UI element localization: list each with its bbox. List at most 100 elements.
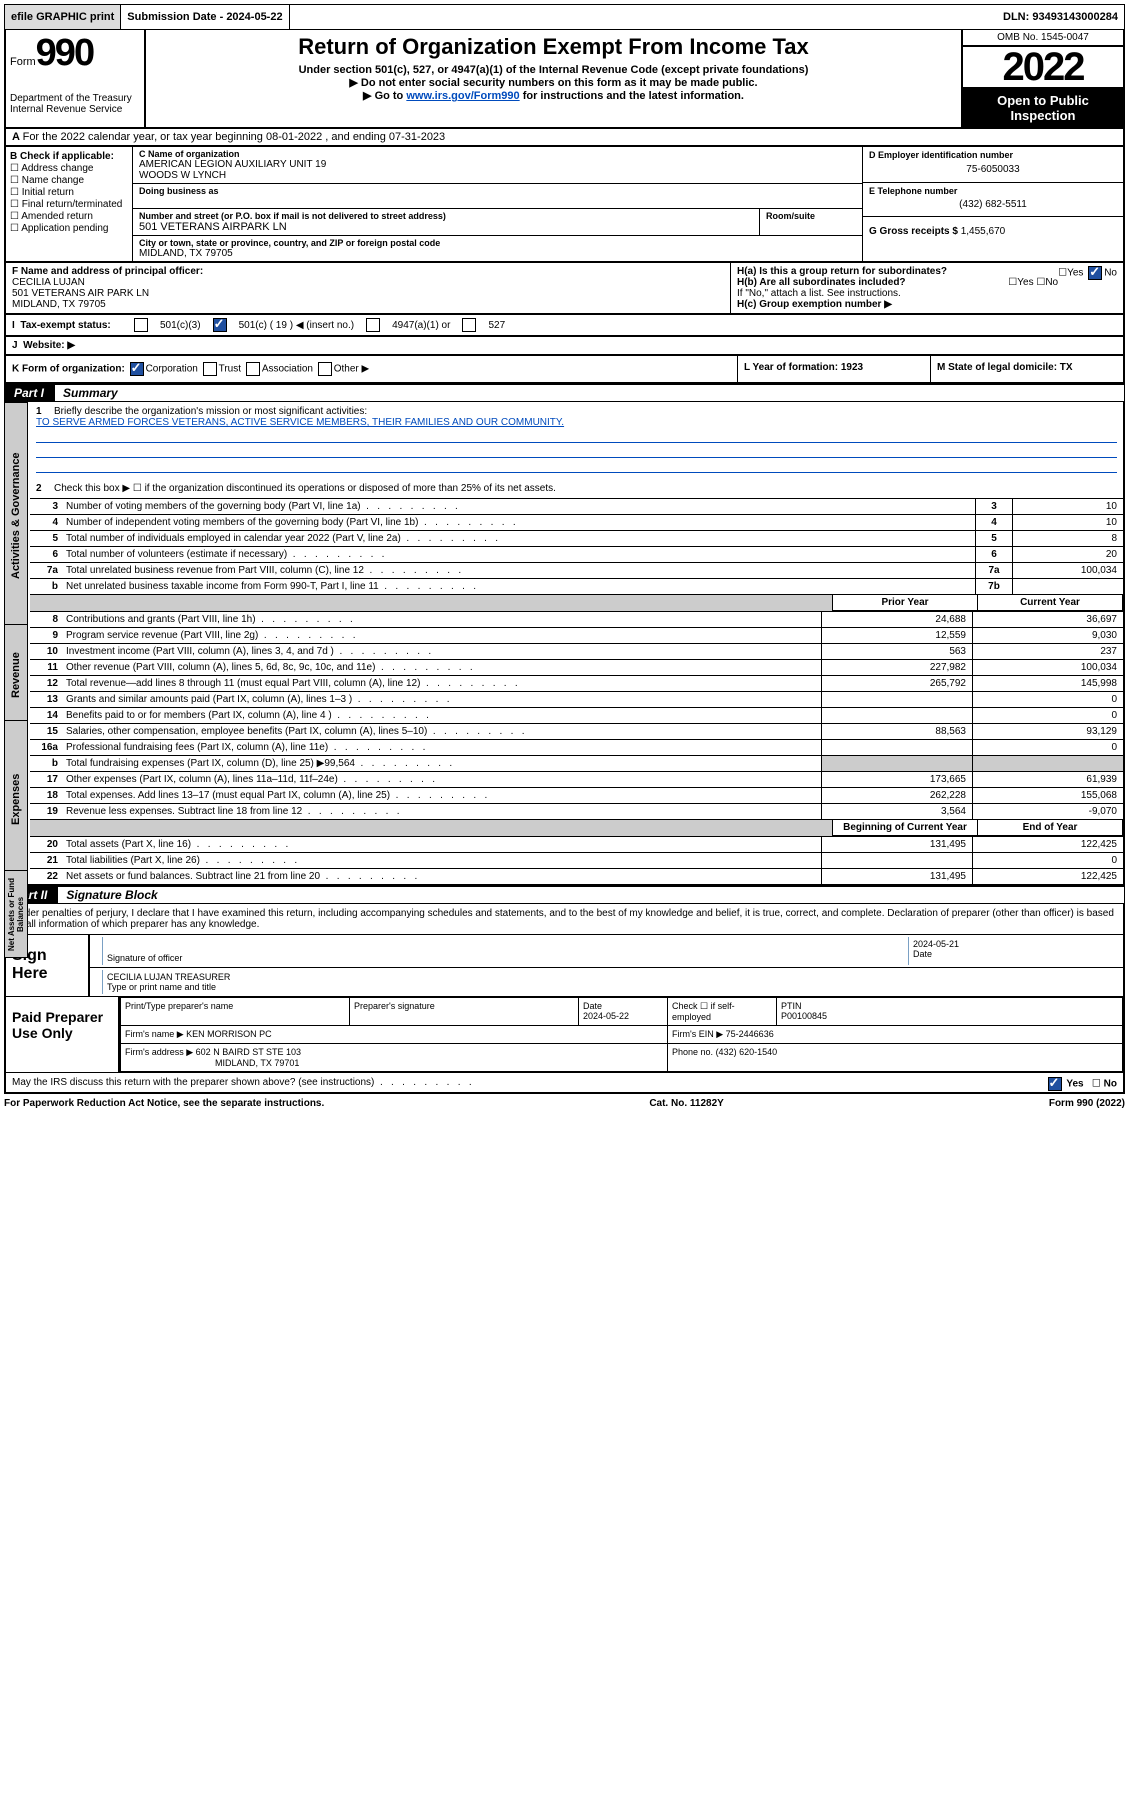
sig-date-value: 2024-05-21	[913, 939, 1113, 949]
chk-corporation[interactable]	[130, 362, 144, 376]
d-ein-label: D Employer identification number	[869, 150, 1117, 160]
tax-year: 2022	[963, 47, 1123, 89]
line1-label: Briefly describe the organization's miss…	[54, 406, 367, 417]
form-number: 990	[36, 32, 93, 75]
chk-other[interactable]	[318, 362, 332, 376]
chk-name-change[interactable]: Name change	[10, 175, 128, 186]
row-j-website: J Website: ▶	[4, 337, 1125, 356]
chk-501c3[interactable]	[134, 318, 148, 332]
b-header: B Check if applicable:	[10, 151, 128, 162]
gross-receipts: 1,455,670	[961, 226, 1006, 237]
vtab-revenue: Revenue	[4, 624, 28, 726]
c-name-label: C Name of organization	[139, 149, 856, 159]
org-address: 501 VETERANS AIRPARK LN	[139, 221, 753, 233]
governance-table: 3Number of voting members of the governi…	[30, 498, 1123, 594]
netassets-table: 20Total assets (Part X, line 16)131,4951…	[30, 836, 1123, 884]
prep-date: 2024-05-22	[583, 1011, 629, 1021]
f-label: F Name and address of principal officer:	[12, 266, 203, 277]
name-title-label: Type or print name and title	[107, 982, 1113, 992]
chk-final-return[interactable]: Final return/terminated	[10, 199, 128, 210]
header-sub3: Go to www.irs.gov/Form990 for instructio…	[152, 89, 955, 102]
officer-addr1: 501 VETERANS AIR PARK LN	[12, 288, 149, 299]
revenue-header-table: Prior YearCurrent Year	[30, 594, 1123, 611]
part1-header: Part I Summary	[4, 384, 1125, 402]
irs-label: Internal Revenue Service	[10, 104, 140, 115]
row-i-tax-status: I Tax-exempt status: 501(c)(3) 501(c) ( …	[4, 315, 1125, 337]
g-gross-label: G Gross receipts $	[869, 226, 958, 237]
footer-catno: Cat. No. 11282Y	[649, 1098, 723, 1109]
firm-phone: (432) 620-1540	[716, 1047, 778, 1057]
chk-application-pending[interactable]: Application pending	[10, 223, 128, 234]
submission-date: Submission Date - 2024-05-22	[121, 5, 289, 29]
top-bar: efile GRAPHIC print Submission Date - 20…	[4, 4, 1125, 30]
chk-initial-return[interactable]: Initial return	[10, 187, 128, 198]
col-beginning: Beginning of Current Year	[833, 820, 978, 836]
vtab-expenses: Expenses	[4, 720, 28, 878]
row-a-tax-year: A For the 2022 calendar year, or tax yea…	[4, 129, 1125, 147]
city-label: City or town, state or province, country…	[139, 238, 856, 248]
hc-label: H(c) Group exemption number ▶	[737, 299, 892, 310]
chk-501c[interactable]	[213, 318, 227, 332]
form990-link[interactable]: www.irs.gov/Form990	[406, 90, 519, 102]
header-sub2: Do not enter social security numbers on …	[152, 76, 955, 89]
irs-yes-checkbox[interactable]	[1048, 1077, 1062, 1091]
prep-self-employed: Check ☐ if self-employed	[668, 998, 777, 1026]
topbar-spacer	[290, 5, 997, 29]
col-current: Current Year	[978, 595, 1123, 611]
netassets-header-table: Beginning of Current YearEnd of Year	[30, 819, 1123, 836]
part1-tag: Part I	[4, 386, 54, 400]
part1-title: Summary	[54, 384, 1125, 402]
sig-date-label: Date	[913, 949, 1113, 959]
col-b-checkboxes: B Check if applicable: Address change Na…	[6, 147, 133, 261]
ptin-value: P00100845	[781, 1011, 827, 1021]
efile-print-button[interactable]: efile GRAPHIC print	[5, 5, 121, 29]
org-name-2: WOODS W LYNCH	[139, 170, 856, 181]
dln-label: DLN: 93493143000284	[997, 5, 1124, 29]
e-phone-label: E Telephone number	[869, 186, 1117, 196]
row-fgh: F Name and address of principal officer:…	[4, 263, 1125, 315]
prep-sig-label: Preparer's signature	[350, 998, 579, 1026]
part2-header: Part II Signature Block	[4, 886, 1125, 904]
room-label: Room/suite	[766, 211, 856, 221]
mission-text: TO SERVE ARMED FORCES VETERANS, ACTIVE S…	[36, 417, 564, 428]
chk-amended-return[interactable]: Amended return	[10, 211, 128, 222]
l-year-formation: L Year of formation: 1923	[737, 356, 930, 382]
header-mid: Return of Organization Exempt From Incom…	[146, 30, 963, 127]
footer-formno: Form 990 (2022)	[1049, 1098, 1125, 1109]
block-bcde: B Check if applicable: Address change Na…	[4, 147, 1125, 263]
chk-527[interactable]	[462, 318, 476, 332]
line2-text: Check this box ▶ ☐ if the organization d…	[54, 483, 556, 494]
paid-preparer-label: Paid Preparer Use Only	[6, 997, 120, 1072]
open-to-public: Open to Public Inspection	[963, 89, 1123, 127]
col-c-org-info: C Name of organization AMERICAN LEGION A…	[133, 147, 863, 261]
may-irs-discuss: May the IRS discuss this return with the…	[12, 1077, 374, 1088]
phone-value: (432) 682-5511	[869, 196, 1117, 213]
ein-value: 75-6050033	[869, 160, 1117, 179]
chk-4947[interactable]	[366, 318, 380, 332]
chk-association[interactable]	[246, 362, 260, 376]
ha-no-checkbox[interactable]	[1088, 266, 1102, 280]
perjury-declaration: Under penalties of perjury, I declare th…	[6, 904, 1123, 934]
m-state-domicile: M State of legal domicile: TX	[930, 356, 1123, 382]
firm-addr2: MIDLAND, TX 79701	[215, 1058, 299, 1068]
col-de: D Employer identification number 75-6050…	[863, 147, 1123, 261]
chk-address-change[interactable]: Address change	[10, 163, 128, 174]
officer-name-title: CECILIA LUJAN TREASURER	[107, 972, 1113, 982]
header-left: Form 990 Department of the Treasury Inte…	[6, 30, 146, 127]
vtab-netassets: Net Assets or Fund Balances	[4, 870, 28, 958]
hb-ifno: If "No," attach a list. See instructions…	[737, 288, 1117, 299]
revenue-table: 8Contributions and grants (Part VIII, li…	[30, 611, 1123, 691]
part2-title: Signature Block	[57, 886, 1125, 904]
sig-officer-label: Signature of officer	[107, 953, 898, 963]
officer-name: CECILIA LUJAN	[12, 277, 85, 288]
col-prior: Prior Year	[833, 595, 978, 611]
chk-trust[interactable]	[203, 362, 217, 376]
header-sub1: Under section 501(c), 527, or 4947(a)(1)…	[152, 64, 955, 76]
org-name-1: AMERICAN LEGION AUXILIARY UNIT 19	[139, 159, 856, 170]
addr-label: Number and street (or P.O. box if mail i…	[139, 211, 753, 221]
page-footer: For Paperwork Reduction Act Notice, see …	[4, 1094, 1125, 1113]
form-word: Form	[10, 56, 36, 68]
prep-name-label: Print/Type preparer's name	[121, 998, 350, 1026]
form-header: Form 990 Department of the Treasury Inte…	[4, 30, 1125, 129]
firm-name: KEN MORRISON PC	[186, 1029, 272, 1039]
